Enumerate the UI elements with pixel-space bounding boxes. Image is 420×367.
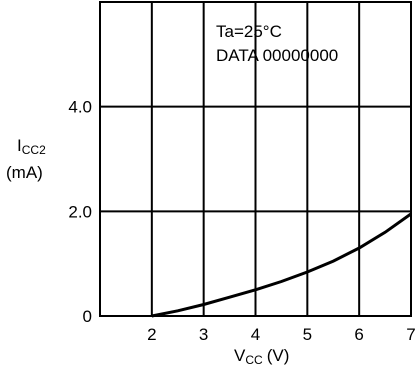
x-label-main: V (234, 346, 246, 365)
y-axis-label: ICC2 (mA) (6, 136, 46, 182)
y-tick-labels: 0 2.0 4.0 (68, 98, 92, 326)
y-label-unit: (mA) (6, 163, 43, 182)
y-tick-label: 2.0 (68, 202, 92, 221)
x-label-unit: (V) (267, 346, 290, 365)
annotation-line-1: Ta=25°C (216, 22, 282, 41)
y-tick-label: 4.0 (68, 98, 92, 117)
series-line (151, 212, 412, 318)
x-tick-label: 4 (251, 325, 260, 344)
y-label-main: I (17, 136, 22, 155)
x-tick-labels: 2 3 4 5 6 7 (147, 325, 416, 344)
grid (100, 2, 411, 316)
y-label-sub: CC2 (22, 143, 46, 157)
x-axis-label: VCC (V) (234, 346, 289, 367)
x-tick-label: 7 (406, 325, 415, 344)
x-tick-label: 2 (147, 325, 156, 344)
annotation-line-2: DATA 00000000 (216, 46, 338, 65)
y-tick-label: 0 (83, 307, 92, 326)
svg-text:ICC2: ICC2 (17, 136, 46, 157)
x-tick-label: 6 (354, 325, 363, 344)
x-tick-label: 3 (199, 325, 208, 344)
x-tick-label: 5 (303, 325, 312, 344)
plot-frame (99, 1, 412, 317)
x-label-sub: CC (245, 353, 263, 367)
svg-text:VCC(V): VCC (V) (234, 346, 289, 367)
